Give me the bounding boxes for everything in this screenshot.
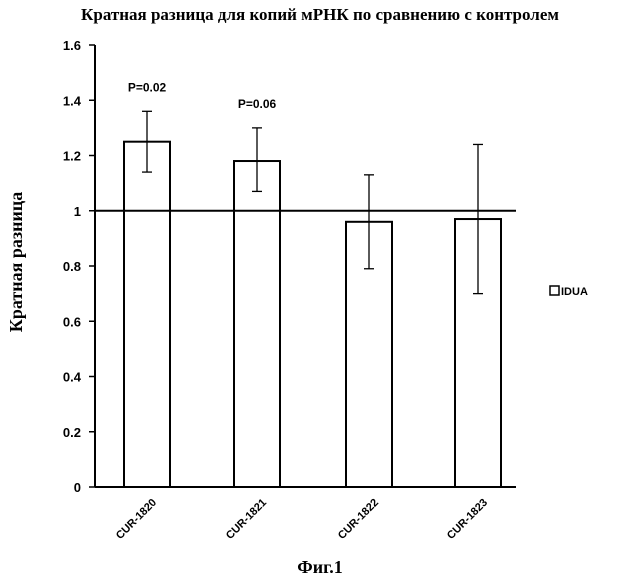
y-tick-label: 0.8 (63, 259, 81, 274)
x-tick-label: CUR-1821 (224, 497, 269, 542)
bar-group (124, 142, 501, 487)
error-bar-group (142, 111, 483, 293)
x-tick-label: CUR-1822 (336, 497, 381, 542)
x-axis-ticks: CUR-1820 CUR-1821 CUR-1822 CUR-1823 (114, 497, 490, 542)
y-tick-label: 1.4 (63, 93, 82, 108)
y-axis-label: Кратная разница (6, 192, 26, 332)
annotation-group: P=0.02 P=0.06 (128, 80, 277, 111)
y-tick-label: 0 (74, 480, 81, 495)
y-tick-label: 0.4 (63, 370, 82, 385)
chart-title: Кратная разница для копий мРНК по сравне… (81, 5, 559, 24)
legend-swatch (550, 286, 559, 295)
bar (124, 142, 170, 487)
legend-label: IDUA (561, 286, 588, 298)
y-tick-label: 0.2 (63, 425, 81, 440)
p-value-label: P=0.06 (238, 97, 277, 111)
y-tick-label: 1.6 (63, 38, 81, 53)
y-tick-label: 1 (74, 204, 81, 219)
x-tick-label: CUR-1820 (114, 497, 159, 542)
y-tick-label: 0.6 (63, 314, 81, 329)
figure-caption: Фиг.1 (297, 557, 342, 577)
y-axis-ticks: 0 0.2 0.4 0.6 0.8 1 1.2 1.4 1.6 (63, 38, 95, 495)
p-value-label: P=0.02 (128, 80, 167, 94)
legend: IDUA (550, 286, 588, 298)
x-tick-label: CUR-1823 (445, 497, 490, 542)
y-tick-label: 1.2 (63, 149, 81, 164)
